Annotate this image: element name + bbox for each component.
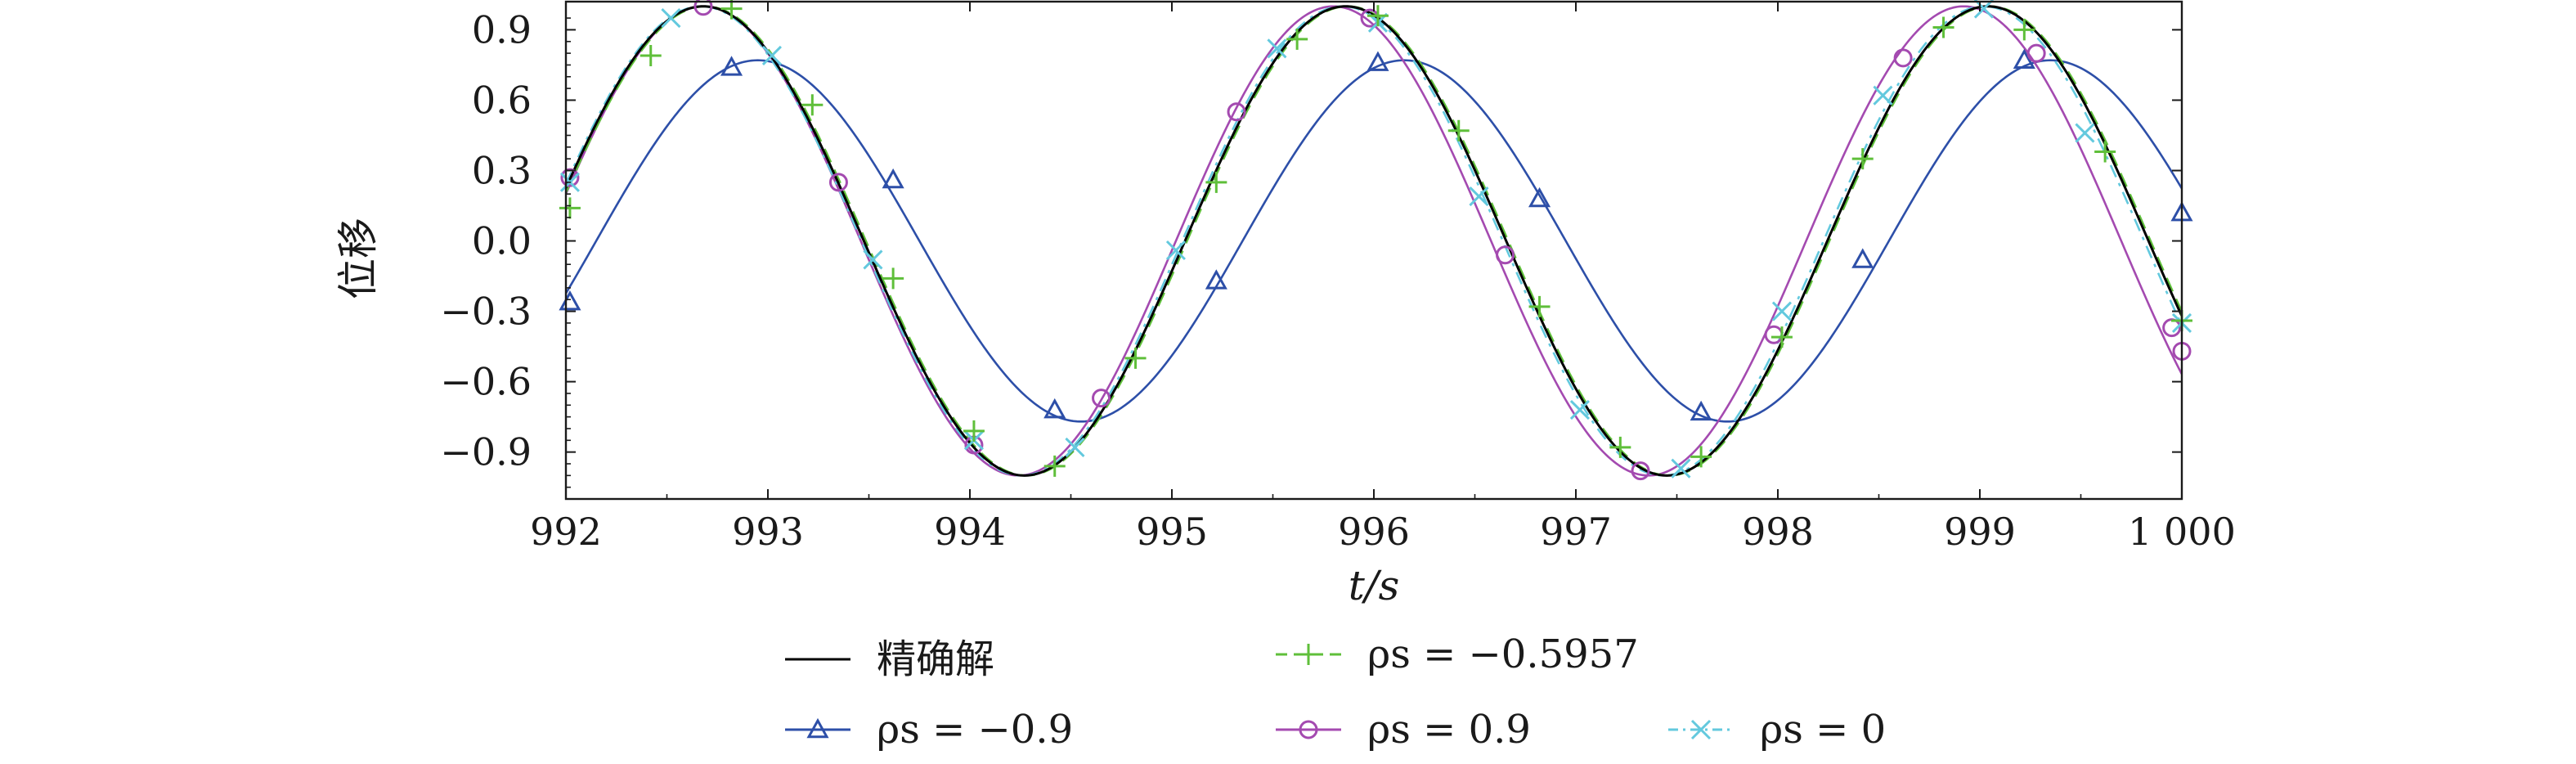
data-point-1	[1609, 436, 1631, 458]
data-point-2	[1205, 269, 1227, 290]
x-tick-label: 994	[934, 510, 1006, 554]
legend-item-2: ρs = −0.9	[785, 707, 1073, 753]
x-tick-label: 1 000	[2128, 510, 2236, 554]
y-axis-label: 位移	[334, 218, 382, 299]
legend-item-3: ρs = 0.9	[1276, 707, 1531, 753]
x-axis-label: t/s	[1349, 562, 1400, 609]
data-point-2	[559, 290, 581, 311]
series-line-3	[566, 5, 2182, 477]
x-axis: 992 993 994 995 996 997 998 999 1 000	[530, 2, 2236, 554]
y-tick-label: 0.9	[472, 7, 532, 52]
data-point-2	[720, 56, 743, 76]
data-point-4	[2075, 123, 2095, 143]
data-point-1	[640, 44, 662, 66]
series-line-2	[566, 59, 2182, 423]
plot-area: 992 993 994 995 996 997 998 999 1 000 0.90.60.30…	[440, 0, 2236, 554]
data-point-1	[720, 0, 743, 20]
data-point-3	[1764, 325, 1784, 344]
y-tick-label: 0.6	[472, 78, 532, 122]
data-point-4	[1065, 437, 1085, 457]
legend-item-1: ρs = −0.5957	[1276, 631, 1639, 677]
data-point-1	[2013, 19, 2035, 41]
data-point-2	[1528, 187, 1551, 208]
data-point-2	[1851, 248, 1874, 268]
data-point-1	[882, 267, 904, 290]
legend-item-4: ρs = 0	[1668, 707, 1886, 753]
series-line-0	[566, 5, 2182, 477]
x-tick-label: 997	[1540, 510, 1612, 554]
data-point-4	[1671, 458, 1691, 479]
y-tick-label: −0.3	[440, 290, 532, 334]
plot-frame	[564, 0, 2183, 501]
data-point-1	[1367, 5, 1389, 27]
legend-marker	[1298, 644, 1319, 665]
data-point-1	[1690, 446, 1712, 468]
data-point-3	[2026, 43, 2046, 63]
series-line-4	[566, 5, 2182, 477]
data-point-3	[693, 0, 713, 16]
legend-label: ρs = −0.9	[877, 707, 1073, 753]
data-point-1	[1205, 171, 1227, 193]
series-markers	[559, 0, 2193, 481]
data-point-2	[1367, 51, 1389, 71]
data-point-1	[1124, 347, 1147, 369]
data-point-4	[1165, 240, 1187, 261]
data-point-3	[1496, 245, 1515, 265]
data-point-4	[1771, 301, 1793, 321]
legend-marker	[806, 717, 829, 739]
series-line-1	[566, 5, 2182, 477]
data-point-1	[1851, 148, 1874, 170]
x-tick-label: 992	[530, 510, 602, 554]
data-point-1	[2094, 141, 2116, 163]
x-tick-label: 996	[1338, 510, 1410, 554]
data-point-4	[863, 249, 883, 270]
data-point-3	[1631, 461, 1650, 481]
data-point-2	[1043, 398, 1066, 419]
data-point-2	[1690, 400, 1712, 421]
legend: 精确解 ρs = −0.5957 ρs = −0.9 ρs = 0.9 ρs = 0	[785, 631, 1886, 753]
data-point-3	[1227, 102, 1246, 122]
data-point-1	[963, 420, 985, 442]
legend-label: ρs = 0.9	[1367, 707, 1531, 753]
data-point-4	[1469, 186, 1489, 207]
legend-label: 精确解	[877, 636, 994, 682]
data-point-1	[1286, 28, 1308, 50]
data-point-3	[1092, 389, 1111, 408]
data-point-4	[1569, 399, 1591, 420]
data-point-4	[1873, 85, 1893, 106]
data-point-1	[1932, 16, 1954, 38]
x-tick-label: 995	[1136, 510, 1208, 554]
y-axis: 0.9 0.6 0.3 0.0 −0.3 −0.6 −0.9	[440, 7, 2182, 488]
legend-marker	[1299, 720, 1318, 739]
y-tick-label: −0.9	[440, 430, 532, 474]
legend-item-0: 精确解	[785, 636, 994, 682]
y-tick-label: 0.0	[472, 219, 532, 263]
legend-label: ρs = −0.5957	[1367, 631, 1639, 677]
data-point-1	[801, 94, 824, 116]
data-point-4	[761, 45, 783, 66]
legend-marker	[1690, 719, 1712, 740]
x-tick-label: 999	[1944, 510, 2016, 554]
data-point-2	[882, 168, 904, 189]
data-point-3	[1893, 48, 1913, 68]
data-point-2	[2013, 48, 2035, 69]
data-point-1	[559, 197, 581, 219]
data-point-1	[1447, 119, 1470, 142]
data-point-4	[661, 8, 681, 29]
data-point-1	[1528, 295, 1551, 317]
data-point-3	[828, 173, 848, 192]
y-tick-label: −0.6	[440, 360, 532, 404]
data-point-1	[1043, 455, 1066, 477]
y-tick-label: 0.3	[472, 148, 532, 192]
data-point-1	[1770, 326, 1793, 348]
x-tick-label: 993	[732, 510, 804, 554]
series-lines	[566, 5, 2182, 477]
data-point-4	[1973, 0, 1995, 19]
x-tick-label: 998	[1742, 510, 1814, 554]
data-point-4	[1267, 38, 1287, 59]
data-point-3	[560, 168, 580, 187]
legend-label: ρs = 0	[1760, 707, 1886, 753]
